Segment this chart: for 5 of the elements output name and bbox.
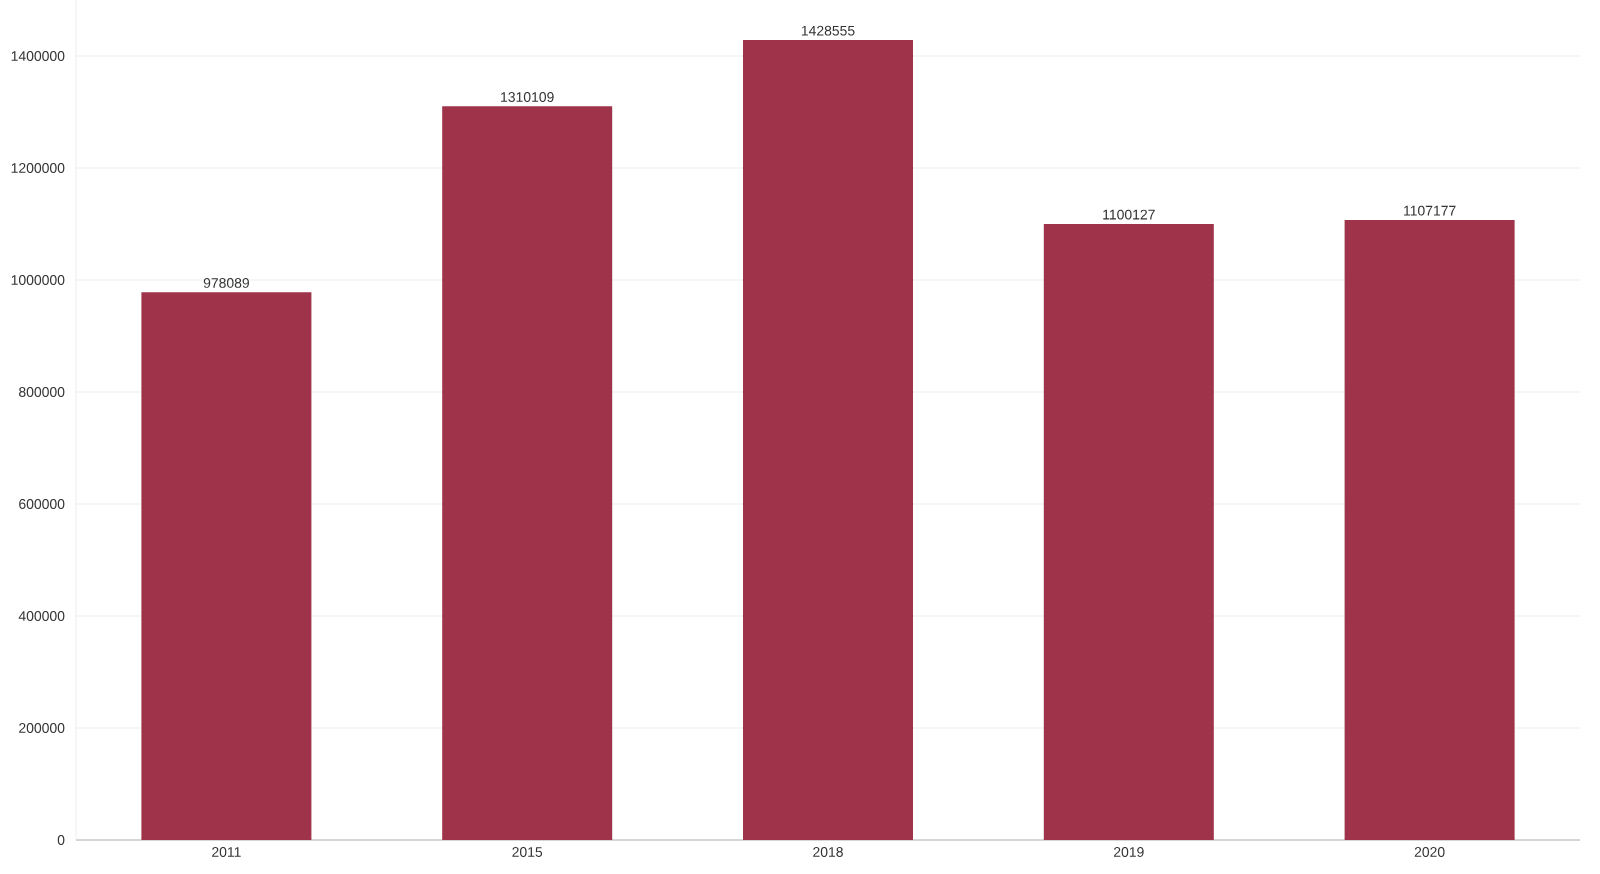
bar <box>743 40 914 840</box>
bar <box>442 106 613 840</box>
bar <box>1344 219 1515 840</box>
bar <box>1043 223 1214 840</box>
bar <box>141 292 312 840</box>
